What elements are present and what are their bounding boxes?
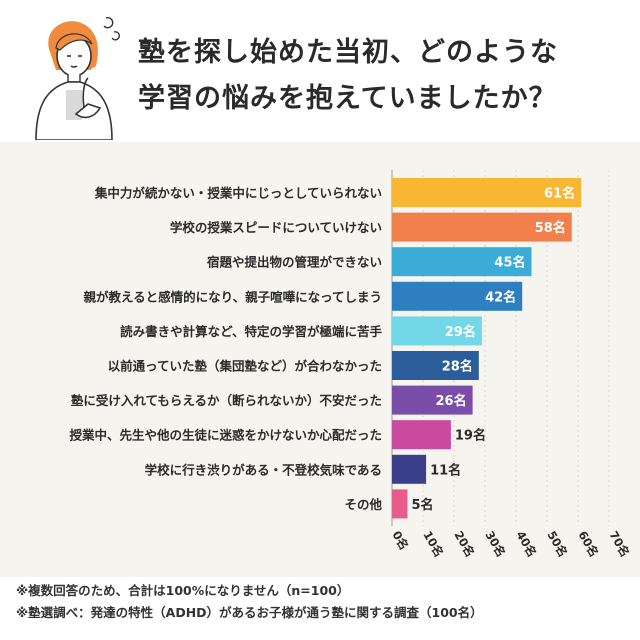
category-label: 学校の授業スピードについていけない [170, 220, 382, 235]
data-label: 42名 [485, 289, 516, 305]
x-tick-label: 0名 [389, 529, 411, 553]
category-label: その他 [344, 497, 382, 512]
x-tick-label: 40名 [513, 529, 539, 560]
x-tick-label: 70名 [606, 529, 632, 560]
category-label: 学校に行き渋りがある・不登校気味である [145, 462, 382, 477]
category-label: 親が教えると感情的になり、親子喧嘩になってしまう [83, 289, 382, 304]
bar [392, 247, 532, 277]
bar [392, 351, 479, 380]
bar [392, 489, 408, 519]
x-tick-label: 10名 [420, 529, 446, 560]
category-label: 塾に受け入れてもらえるか（断られないか）不安だった [71, 393, 382, 408]
data-label: 5名 [412, 497, 434, 513]
header: 塾を探し始めた当初、どのような 学習の悩みを抱えていましたか？ [0, 0, 640, 142]
category-label: 宿題や提出物の管理ができない [207, 255, 382, 270]
data-label: 26名 [436, 393, 467, 409]
bar [392, 420, 451, 450]
page-title: 塾を探し始めた当初、どのような 学習の悩みを抱えていましたか？ [138, 30, 618, 122]
data-label: 28名 [442, 359, 473, 375]
x-tick-label: 50名 [544, 529, 570, 560]
title-line-2: 学習の悩みを抱えていましたか？ [138, 83, 557, 114]
bar [392, 281, 523, 311]
bar [392, 178, 582, 207]
title-line-1: 塾を探し始めた当初、どのような [138, 37, 558, 68]
bar [392, 316, 482, 346]
bar [392, 454, 427, 484]
horizontal-bar-chart: 集中力が続かない・授業中にじっとしていられない 61名学校の授業スピードについてい… [69, 170, 632, 560]
category-label: 集中力が続かない・授業中にじっとしていられない [94, 186, 382, 201]
footnote-source: ※塾選調べ：発達の特性（ADHD）があるお子様が通う塾に関する調査（100名） [16, 605, 483, 620]
bar [392, 385, 473, 415]
thinking-person-icon [35, 16, 120, 140]
footnote-multiple-answers: ※複数回答のため、合計は100%になりません（n=100） [16, 583, 350, 598]
data-label: 29名 [445, 324, 476, 340]
x-tick-label: 30名 [482, 529, 508, 560]
category-label: 以前通っていた塾（集団塾など）が合わなかった [108, 359, 382, 374]
data-label: 11名 [430, 462, 461, 478]
x-tick-label: 20名 [451, 529, 477, 560]
data-label: 58名 [535, 220, 566, 236]
category-label: 読み書きや計算など、特定の学習が極端に苦手 [120, 324, 382, 339]
data-label: 19名 [455, 428, 486, 444]
data-label: 61名 [544, 186, 575, 202]
bar [392, 212, 572, 242]
footnotes: ※複数回答のため、合計は100%になりません（n=100） ※塾選調べ：発達の特… [16, 580, 631, 624]
data-label: 45名 [494, 255, 525, 271]
category-label: 授業中、先生や他の生徒に迷惑をかけないか心配だった [69, 428, 382, 443]
x-tick-label: 60名 [575, 529, 601, 560]
